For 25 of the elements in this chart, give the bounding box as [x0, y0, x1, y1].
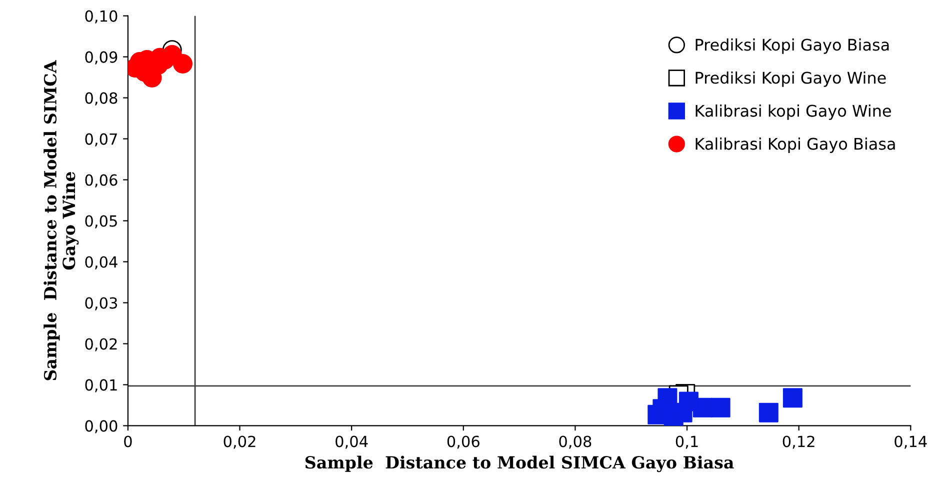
y-tick-label: 0,04: [85, 256, 118, 270]
x-tick-label: 0,08: [559, 436, 592, 449]
x-tick-label: 0,1: [676, 436, 698, 449]
x-tick-label: 0: [124, 436, 132, 448]
x-tick-label: 0,14: [894, 436, 927, 449]
y-tick-label: 0,06: [85, 174, 118, 188]
y-tick-label: 0,10: [85, 10, 118, 24]
legend-label: Kalibrasi Kopi Gayo Biasa: [696, 137, 895, 153]
x-tick-label: 0,04: [336, 436, 368, 449]
y-tick-label: 0,01: [85, 379, 117, 392]
x-tick-label: 0,12: [782, 436, 814, 449]
y-tick-label: 0,00: [85, 420, 118, 434]
y-tick-label: 0,03: [85, 297, 118, 310]
x-axis-title: Sample Distance to Model SIMCA Gayo Biasa: [305, 456, 734, 472]
y-tick-label: 0,05: [85, 215, 117, 228]
y-tick-label: 0,08: [85, 92, 118, 106]
y-tick-label: 0,02: [85, 338, 117, 352]
legend-label: Prediksi Kopi Gayo Wine: [696, 71, 886, 87]
x-tick-label: 0,02: [224, 436, 256, 449]
y-tick-label: 0,07: [85, 133, 117, 146]
y-tick-label: 0,09: [85, 51, 118, 64]
y-axis-title: Sample Distance to Model SIMCA Gayo Wine: [44, 60, 79, 380]
legend-label: Kalibrasi kopi Gayo Wine: [696, 104, 891, 120]
x-tick-label: 0,06: [447, 436, 480, 449]
legend-label: Prediksi Kopi Gayo Biasa: [696, 38, 889, 54]
